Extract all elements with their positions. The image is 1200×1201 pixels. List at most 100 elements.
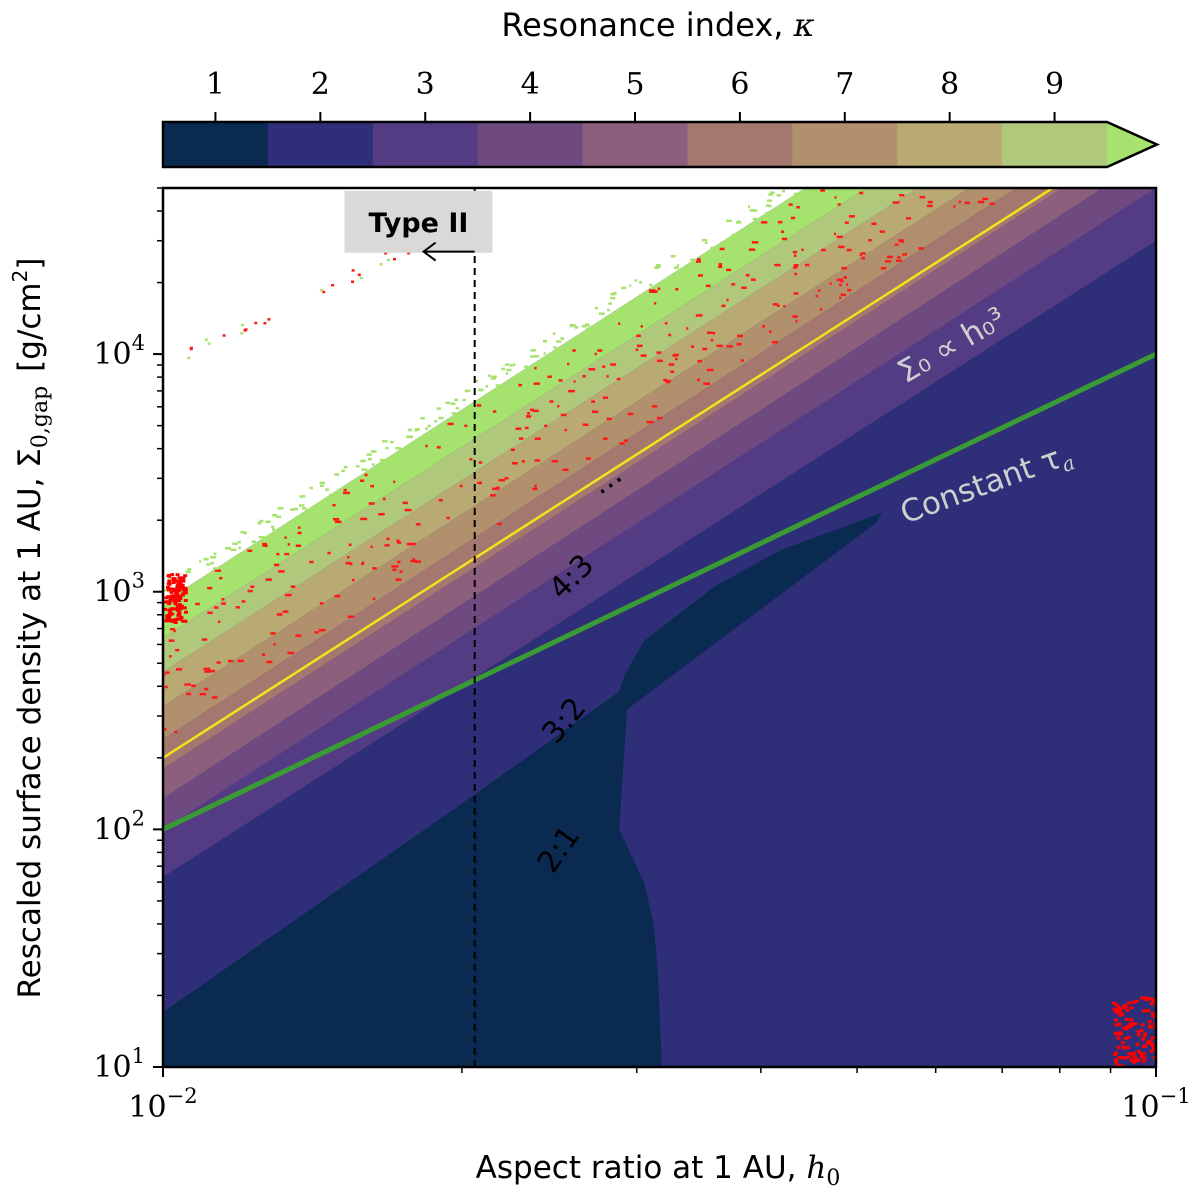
scatter-point-green — [569, 324, 576, 327]
scatter-point-red — [562, 468, 569, 471]
scatter-point-red — [781, 237, 787, 241]
scatter-point-green — [329, 493, 333, 497]
scatter-point-red — [719, 247, 725, 251]
scatter-cluster-point — [1116, 1006, 1121, 1009]
scatter-point-red — [777, 220, 783, 224]
colorbar-extend — [1107, 122, 1157, 167]
resonance-regions — [163, 188, 1156, 1067]
scatter-point-red — [204, 670, 211, 673]
scatter-point-green — [657, 265, 661, 268]
scatter-point-red — [721, 304, 726, 308]
scatter-point-green — [752, 217, 758, 221]
scatter-point-green — [174, 577, 180, 580]
scatter-point-green — [406, 435, 409, 439]
scatter-point-red — [436, 446, 441, 449]
scatter-point-red — [276, 552, 280, 556]
scatter-point-red — [636, 334, 641, 338]
scatter-cluster-point — [1112, 1053, 1117, 1057]
scatter-cluster-point — [177, 610, 182, 614]
scatter-point-red — [170, 628, 176, 631]
scatter-point-green — [753, 209, 758, 212]
scatter-cluster-point — [169, 619, 173, 623]
scatter-point-red — [572, 349, 576, 352]
scatter-point-red — [697, 258, 701, 261]
scatter-point-red — [250, 585, 255, 588]
scatter-cluster-point — [171, 589, 176, 593]
scatter-point-red — [792, 250, 798, 254]
scatter-cluster-point — [166, 588, 171, 592]
scatter-point-red — [834, 232, 836, 236]
scatter-point-green — [771, 191, 775, 194]
scatter-cluster-point — [167, 608, 172, 612]
scatter-point-green — [504, 363, 510, 366]
colorbar-segment — [792, 122, 898, 167]
scatter-point-green — [462, 398, 466, 402]
scatter-point-red — [640, 354, 647, 357]
scatter-cluster-point — [1127, 1001, 1132, 1005]
scatter-point-red — [532, 487, 538, 491]
scatter-point-red — [927, 204, 933, 208]
scatter-point-red — [247, 589, 253, 593]
scatter-point-green — [560, 337, 565, 340]
scatter-point-red — [201, 638, 208, 641]
scatter-point-green — [163, 589, 168, 592]
scatter-point-green — [553, 346, 557, 349]
scatter-point-green — [293, 507, 298, 511]
scatter-point-red — [843, 276, 847, 279]
scatter-cluster-point — [170, 612, 175, 616]
scatter-cluster-point — [169, 596, 174, 599]
scatter-point-red — [927, 200, 933, 204]
scatter-point-green — [737, 220, 740, 223]
scatter-cluster-point — [1123, 1004, 1127, 1007]
scatter-point-green — [455, 407, 460, 410]
scatter-point-red — [345, 561, 351, 565]
scatter-point-red — [837, 245, 845, 249]
scatter-cluster-point — [163, 607, 168, 611]
scatter-point-red — [654, 290, 658, 293]
scatter-point-red — [751, 241, 759, 244]
scatter-point-red — [591, 410, 599, 413]
scatter-point-green — [478, 388, 483, 392]
scatter-point-red — [840, 279, 844, 283]
scatter-point-red — [582, 375, 586, 378]
scatter-point-green — [251, 540, 256, 543]
scatter-point-red — [606, 375, 609, 378]
scatter-point-red — [309, 560, 314, 564]
scatter-point-green — [367, 457, 372, 461]
scatter-point-red — [477, 481, 482, 485]
scatter-point-red — [847, 288, 852, 292]
scatter-point-red — [278, 570, 285, 573]
scatter-point-red — [518, 437, 524, 440]
scatter-point-green — [765, 212, 771, 215]
type-ii-label: Type II — [369, 208, 469, 239]
scatter-point-red — [741, 286, 747, 289]
scatter-point-red — [175, 648, 180, 652]
scatter-point-green — [232, 542, 238, 545]
scatter-point-red — [276, 613, 283, 616]
scatter-cluster-point — [173, 602, 178, 606]
scatter-point-red — [534, 459, 541, 462]
scatter-point-green — [450, 402, 456, 405]
scatter-point-green — [776, 194, 781, 197]
scatter-point-green — [634, 279, 638, 282]
scatter-point-red — [297, 531, 302, 535]
scatter-point-red — [186, 692, 191, 696]
scatter-point-green — [361, 468, 368, 471]
scatter-point-sparse — [386, 258, 390, 262]
scatter-point-green — [793, 192, 799, 196]
y-tick-label: 102 — [93, 806, 145, 847]
scatter-cluster-point — [1119, 1032, 1123, 1036]
colorbar-segment — [1002, 122, 1108, 167]
scatter-point-red — [235, 606, 240, 609]
scatter-cluster-point — [168, 610, 173, 614]
scatter-point-red — [672, 354, 678, 357]
scatter-cluster-point — [182, 606, 187, 610]
type-ii-arrowhead — [421, 241, 437, 262]
scatter-point-sparse — [267, 318, 271, 321]
scatter-point-green — [726, 219, 733, 223]
scatter-point-red — [618, 322, 621, 325]
scatter-point-red — [902, 253, 907, 256]
scatter-point-sparse — [204, 338, 208, 341]
colorbar-tick-label: 7 — [835, 67, 854, 102]
scatter-point-red — [895, 259, 902, 262]
